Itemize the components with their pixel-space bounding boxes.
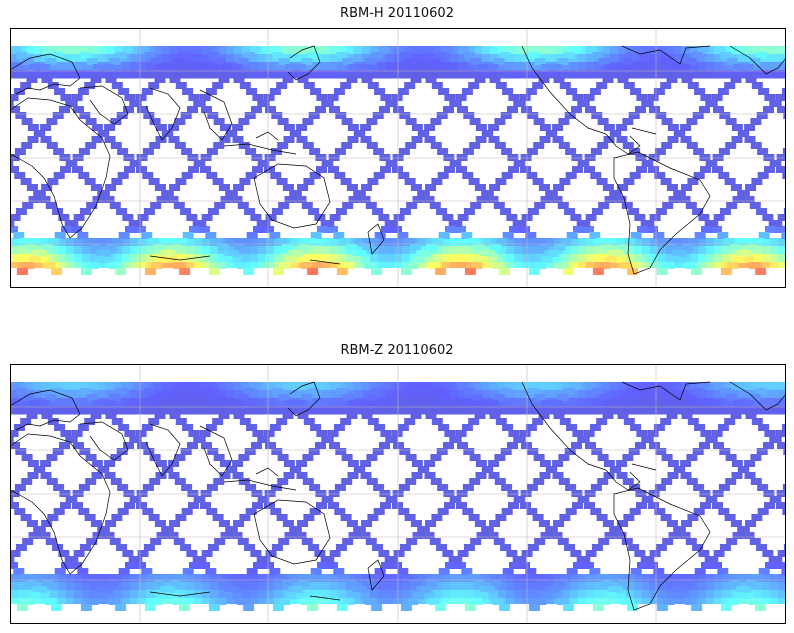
- coastline-segment: [729, 45, 786, 75]
- coastline-segment: [605, 127, 657, 155]
- data-swaths: [10, 382, 786, 611]
- coastline-segment: [367, 223, 385, 255]
- map-frame: [10, 364, 786, 624]
- gridlines: [10, 364, 786, 624]
- coastline-segment: [613, 487, 711, 611]
- map-panel-rbm-h: [10, 28, 786, 288]
- coastline-segment: [613, 151, 711, 275]
- coastline-segment: [199, 425, 233, 477]
- coastline-segment: [253, 499, 331, 565]
- coastline-segment: [521, 45, 607, 135]
- coastline-segment: [521, 381, 607, 471]
- coastline-segment: [287, 45, 321, 81]
- panel-title-rbm-z: RBM-Z 20110602: [340, 343, 454, 358]
- gridlines: [10, 28, 786, 288]
- coastline-segment: [145, 423, 181, 477]
- coastlines: [10, 45, 786, 275]
- coastline-segment: [621, 381, 711, 401]
- coastline-segment: [149, 591, 341, 601]
- coastline-segment: [253, 163, 331, 229]
- coastline-segment: [79, 85, 129, 125]
- coastline-segment: [605, 463, 657, 491]
- coastline-segment: [223, 131, 297, 155]
- coastline-segment: [367, 559, 385, 591]
- map-panel-rbm-z: [10, 364, 786, 624]
- coastline-segment: [10, 433, 111, 575]
- coastline-segment: [223, 467, 297, 491]
- coastline-segment: [149, 255, 341, 265]
- coastline-segment: [10, 97, 111, 239]
- map-frame: [10, 28, 786, 288]
- coastline-segment: [729, 381, 786, 411]
- coastline-segment: [10, 389, 81, 431]
- coastline-segment: [199, 89, 233, 141]
- coastline-segment: [621, 45, 711, 65]
- coastline-segment: [145, 87, 181, 141]
- data-swaths: [10, 46, 786, 275]
- coastline-segment: [287, 381, 321, 417]
- coastline-segment: [79, 421, 129, 461]
- coastline-segment: [10, 53, 81, 95]
- panel-title-rbm-h: RBM-H 20110602: [340, 6, 454, 21]
- coastlines: [10, 381, 786, 611]
